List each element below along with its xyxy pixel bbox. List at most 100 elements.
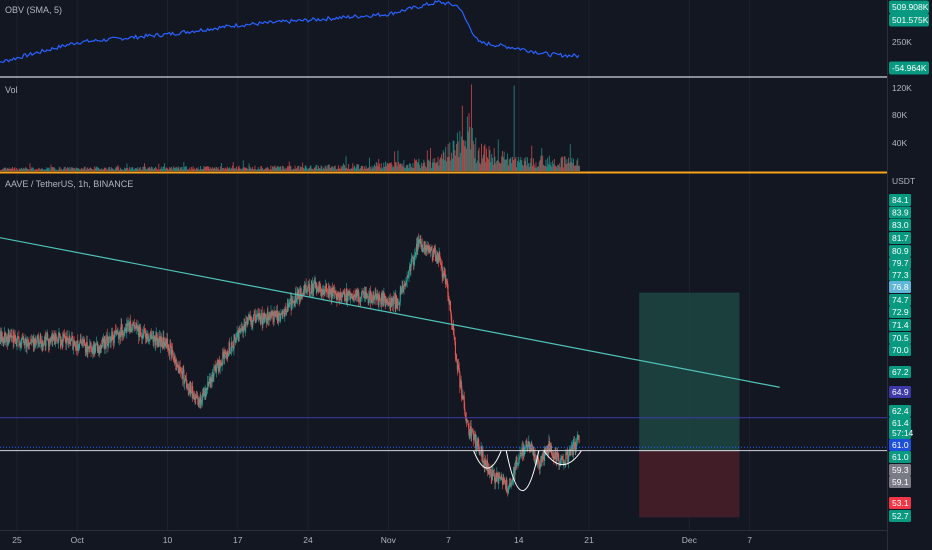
candle-body (184, 380, 186, 381)
candle (343, 288, 345, 302)
candle-body (479, 452, 481, 454)
candle (262, 317, 264, 329)
volume-bar (527, 157, 528, 171)
volume-bar (169, 167, 171, 171)
candle (439, 250, 441, 261)
candle (454, 336, 456, 346)
candle-body (514, 470, 516, 475)
candle-body (246, 322, 248, 324)
candle-body (177, 364, 179, 367)
candle-body (207, 381, 209, 390)
candle-body (153, 335, 155, 339)
candle (201, 399, 203, 408)
candle-body (387, 302, 389, 304)
price-tag-bg (889, 294, 911, 306)
candle (89, 339, 91, 353)
volume-bar (222, 168, 224, 171)
candle-body (184, 380, 186, 384)
volume-bar (457, 141, 459, 171)
candle (448, 295, 450, 311)
candle (86, 335, 88, 358)
candle-body (557, 451, 559, 454)
candle (382, 290, 384, 307)
volume-bar (210, 167, 212, 171)
candle (231, 336, 233, 356)
candle-body (438, 254, 440, 263)
volume-bar (68, 168, 69, 171)
candle-body (261, 313, 263, 316)
candle-body (522, 447, 524, 456)
candle-body (480, 452, 482, 453)
candle (498, 471, 500, 490)
candle-body (234, 338, 236, 343)
candle-body (316, 289, 318, 292)
volume-bar (374, 166, 376, 171)
candle-body (303, 289, 305, 296)
candle-body (222, 352, 224, 364)
candle-body (19, 345, 21, 347)
candle (237, 328, 239, 342)
candle (39, 338, 41, 347)
chart-drawings[interactable] (0, 235, 887, 518)
volume-bar (287, 166, 288, 171)
candle (62, 332, 64, 349)
candle (7, 333, 9, 350)
candle-body (431, 246, 433, 251)
candle (220, 359, 222, 367)
candle-body (138, 326, 140, 338)
candle (93, 341, 95, 357)
candle-body (112, 334, 114, 341)
volume-bar (352, 163, 354, 171)
candle-body (5, 334, 7, 343)
volume-bar (485, 162, 487, 171)
candle (358, 296, 360, 304)
volume-bar (392, 167, 394, 171)
candle (130, 328, 132, 333)
volume-bar (343, 163, 344, 171)
candle-body (375, 293, 377, 300)
volume-bar (511, 163, 513, 171)
candle-body (196, 395, 198, 398)
volume-bar (196, 167, 197, 171)
candle-body (547, 445, 549, 453)
volume-bar (509, 158, 511, 171)
candle (539, 460, 541, 475)
volume-pane[interactable]: Vol (0, 84, 580, 171)
candle (396, 298, 398, 309)
candle-body (352, 296, 354, 300)
volume-bar (172, 167, 174, 171)
volume-bar (431, 162, 433, 171)
volume-bar (168, 169, 170, 171)
obv-pane[interactable]: OBV (SMA, 5) (0, 0, 580, 67)
volume-bar (374, 164, 375, 171)
candle (183, 364, 185, 388)
candle-body (540, 459, 542, 463)
time-axis[interactable]: 25 Oct 10 17 24 Nov 7 14 21 Dec 7 (0, 530, 887, 546)
currency-label: USDT (892, 176, 915, 186)
volume-bar (386, 162, 388, 171)
volume-bar (58, 169, 59, 171)
volume-bar (367, 168, 369, 171)
candle-body (108, 336, 110, 338)
volume-bar (507, 153, 508, 171)
candle (167, 333, 169, 352)
candle-body (364, 292, 366, 299)
candle (440, 258, 442, 272)
candle-body (133, 325, 135, 329)
price-pane[interactable]: AAVE / TetherUS, 1h, BINANCE (0, 179, 887, 518)
candle (355, 289, 357, 302)
candle (434, 245, 436, 255)
candle-body (543, 453, 545, 461)
volume-bar (295, 168, 297, 171)
candle (253, 314, 255, 323)
volume-bar (338, 165, 339, 171)
volume-bar (223, 167, 225, 171)
candle-body (0, 332, 2, 342)
candle-body (32, 336, 34, 342)
candle-body (125, 328, 127, 333)
volume-bar (339, 168, 340, 171)
volume-bar (15, 170, 17, 171)
price-tag-bg (889, 194, 911, 206)
